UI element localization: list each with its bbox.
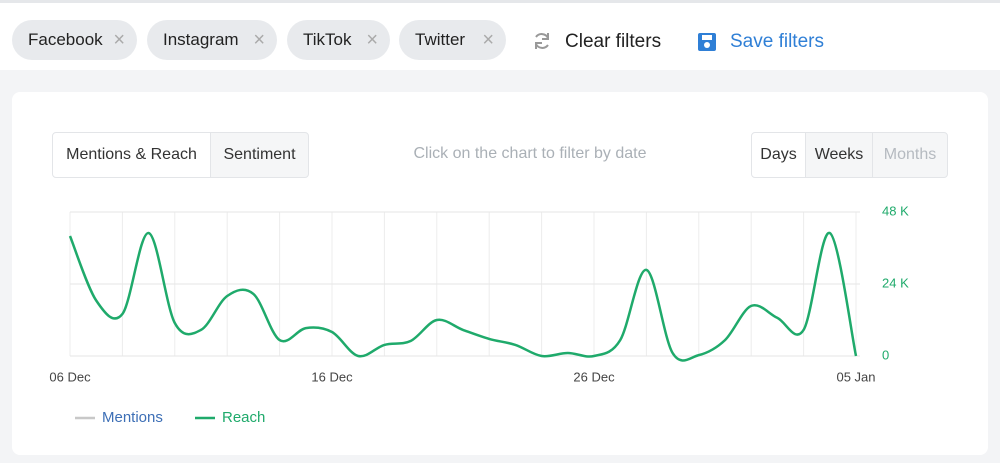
legend-label[interactable]: Reach — [222, 409, 265, 426]
hint: Click on the chart to filter by date — [413, 145, 647, 162]
x-tick-label: 05 Jan — [836, 369, 875, 384]
legend-label[interactable]: Mentions — [102, 409, 163, 426]
chip-label: Instagram — [163, 30, 239, 49]
tab[interactable]: Sentiment — [210, 132, 309, 178]
clear-filters[interactable]: Clear filters — [565, 31, 662, 52]
period[interactable]: Weeks — [805, 132, 873, 178]
y2-tick-label: 24 K — [882, 275, 909, 290]
filter-chip[interactable]: Instagram × — [147, 20, 277, 60]
save-filters[interactable]: Save filters — [730, 31, 824, 52]
x-tick-label: 26 Dec — [573, 369, 615, 384]
y2-tick-label: 0 — [882, 347, 889, 362]
filter-bar: Facebook × Instagram × TikTok × Twitter × Cl… — [0, 0, 1000, 70]
refresh-icon — [535, 33, 549, 49]
filter-chip[interactable]: Facebook × — [12, 20, 137, 60]
chip-label: Facebook — [28, 30, 103, 49]
x-tick-label: 16 Dec — [311, 369, 353, 384]
y2-tick-label: 48 K — [882, 203, 909, 218]
chip-label: TikTok — [303, 30, 352, 49]
save-icon — [698, 33, 716, 51]
filter-chip[interactable]: TikTok × — [287, 20, 390, 60]
period[interactable]: Months — [872, 132, 948, 178]
series-line — [68, 231, 858, 362]
chip-label: Twitter — [415, 30, 466, 49]
filter-chip[interactable]: Twitter × — [399, 20, 506, 60]
x-tick-label: 06 Dec — [49, 369, 91, 384]
